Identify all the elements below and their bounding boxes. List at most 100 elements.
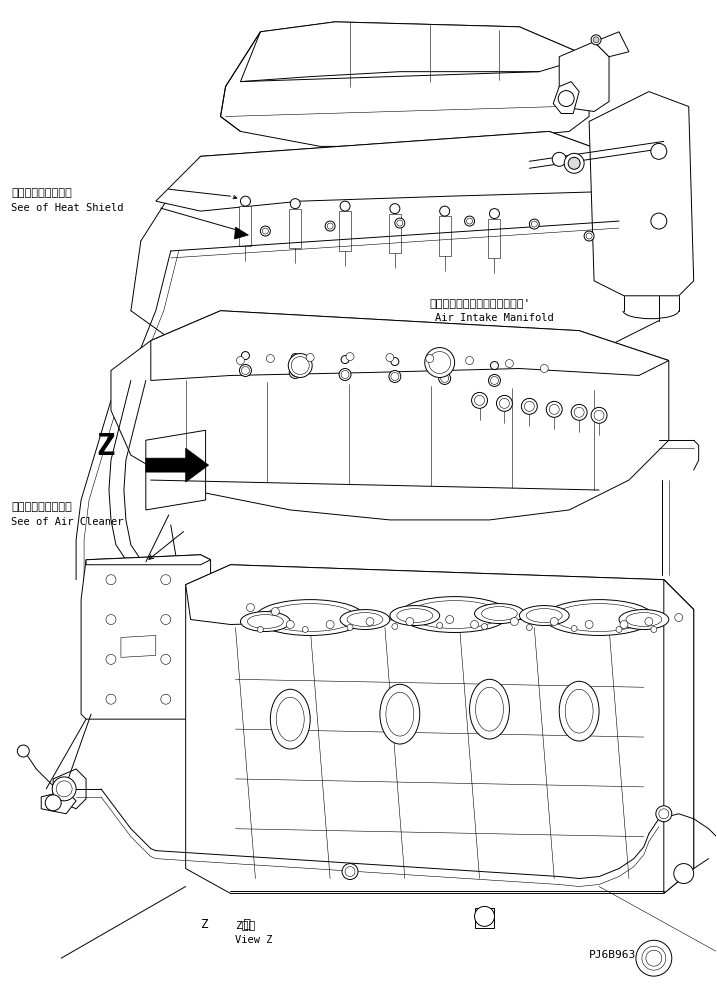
Polygon shape bbox=[594, 32, 629, 57]
Circle shape bbox=[161, 575, 171, 585]
Circle shape bbox=[397, 220, 403, 226]
Ellipse shape bbox=[270, 689, 310, 749]
Circle shape bbox=[345, 867, 355, 876]
Polygon shape bbox=[239, 206, 252, 246]
Circle shape bbox=[56, 781, 72, 797]
Polygon shape bbox=[146, 430, 206, 510]
Circle shape bbox=[651, 143, 667, 159]
Ellipse shape bbox=[619, 610, 669, 629]
Circle shape bbox=[161, 654, 171, 664]
Circle shape bbox=[286, 621, 294, 628]
Circle shape bbox=[591, 407, 607, 423]
Circle shape bbox=[559, 91, 574, 107]
Polygon shape bbox=[186, 565, 693, 893]
Ellipse shape bbox=[519, 606, 569, 625]
Circle shape bbox=[571, 404, 587, 420]
Polygon shape bbox=[81, 555, 211, 719]
Circle shape bbox=[288, 354, 312, 377]
Polygon shape bbox=[559, 42, 609, 112]
Circle shape bbox=[571, 625, 577, 631]
Circle shape bbox=[237, 357, 244, 365]
Circle shape bbox=[593, 37, 599, 43]
Polygon shape bbox=[389, 213, 401, 253]
Circle shape bbox=[326, 621, 334, 628]
Polygon shape bbox=[339, 211, 351, 251]
Circle shape bbox=[266, 355, 275, 363]
Circle shape bbox=[500, 398, 509, 408]
Polygon shape bbox=[664, 580, 693, 893]
Circle shape bbox=[651, 626, 657, 632]
Circle shape bbox=[257, 626, 263, 632]
Circle shape bbox=[490, 376, 498, 384]
Circle shape bbox=[490, 208, 500, 218]
Circle shape bbox=[467, 218, 473, 224]
Polygon shape bbox=[589, 92, 693, 296]
Ellipse shape bbox=[559, 681, 599, 741]
Circle shape bbox=[389, 371, 401, 382]
Circle shape bbox=[366, 618, 374, 625]
Polygon shape bbox=[186, 565, 693, 624]
Polygon shape bbox=[240, 22, 589, 82]
Circle shape bbox=[651, 213, 667, 229]
Circle shape bbox=[465, 216, 475, 226]
Circle shape bbox=[17, 745, 29, 757]
Circle shape bbox=[346, 353, 354, 361]
Text: ヒートシールド参照: ヒートシールド参照 bbox=[11, 188, 72, 198]
Circle shape bbox=[511, 618, 518, 625]
Circle shape bbox=[521, 398, 537, 414]
Circle shape bbox=[465, 357, 473, 365]
Ellipse shape bbox=[565, 689, 593, 733]
Ellipse shape bbox=[526, 609, 562, 622]
Circle shape bbox=[490, 362, 498, 370]
Text: PJ6B963: PJ6B963 bbox=[589, 950, 637, 960]
Circle shape bbox=[549, 404, 559, 414]
Circle shape bbox=[446, 616, 454, 623]
Circle shape bbox=[340, 201, 350, 211]
Polygon shape bbox=[146, 448, 209, 482]
Ellipse shape bbox=[340, 610, 390, 629]
Circle shape bbox=[291, 357, 309, 374]
Circle shape bbox=[482, 623, 488, 629]
Circle shape bbox=[642, 946, 666, 970]
Circle shape bbox=[106, 694, 116, 704]
Ellipse shape bbox=[265, 604, 356, 631]
Circle shape bbox=[239, 365, 252, 376]
Circle shape bbox=[541, 365, 549, 373]
Circle shape bbox=[106, 575, 116, 585]
Circle shape bbox=[437, 622, 442, 628]
Circle shape bbox=[546, 401, 562, 417]
Circle shape bbox=[386, 354, 394, 362]
Circle shape bbox=[564, 153, 584, 173]
Circle shape bbox=[247, 604, 255, 612]
Circle shape bbox=[242, 352, 250, 360]
Circle shape bbox=[552, 152, 566, 166]
Circle shape bbox=[271, 608, 280, 616]
Polygon shape bbox=[121, 635, 156, 657]
Polygon shape bbox=[289, 208, 301, 248]
Text: Z　視: Z 視 bbox=[235, 920, 256, 930]
Circle shape bbox=[406, 618, 414, 625]
Circle shape bbox=[440, 206, 450, 216]
Circle shape bbox=[529, 219, 539, 229]
Circle shape bbox=[424, 348, 455, 377]
Polygon shape bbox=[488, 218, 500, 258]
Circle shape bbox=[675, 614, 683, 622]
Ellipse shape bbox=[390, 606, 440, 625]
Ellipse shape bbox=[482, 607, 518, 621]
Circle shape bbox=[289, 367, 301, 378]
Circle shape bbox=[325, 221, 335, 231]
Circle shape bbox=[646, 950, 662, 966]
Circle shape bbox=[391, 358, 399, 366]
Circle shape bbox=[291, 354, 299, 362]
Polygon shape bbox=[156, 131, 659, 211]
Text: 視: 視 bbox=[221, 918, 250, 931]
Circle shape bbox=[341, 371, 349, 378]
Text: エアーインテークマニホールド': エアーインテークマニホールド' bbox=[429, 298, 531, 308]
Circle shape bbox=[656, 806, 672, 822]
Ellipse shape bbox=[380, 684, 419, 744]
Circle shape bbox=[475, 906, 495, 926]
Circle shape bbox=[441, 360, 449, 368]
Circle shape bbox=[161, 615, 171, 624]
Ellipse shape bbox=[255, 600, 365, 635]
Circle shape bbox=[390, 203, 400, 213]
